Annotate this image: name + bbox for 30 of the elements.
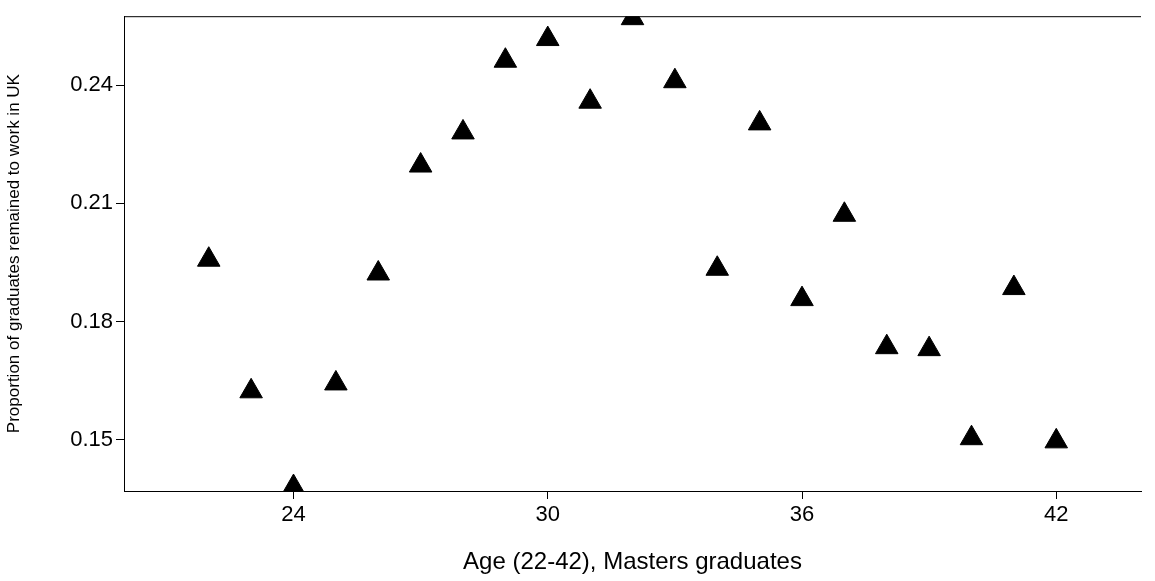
point (959, 424, 984, 446)
point (281, 473, 306, 491)
point (832, 201, 857, 222)
point (451, 118, 475, 140)
x-tick-label: 42 (1044, 501, 1069, 527)
point (874, 333, 899, 355)
point (747, 109, 772, 131)
point (1044, 427, 1069, 449)
point (366, 260, 391, 281)
point (408, 152, 433, 173)
point (493, 47, 518, 68)
y-tick-label: 0.18 (70, 307, 113, 333)
x-axis-title: Age (22-42), Masters graduates (463, 547, 802, 575)
point (917, 335, 941, 357)
y-axis-title: Proportion of graduates remained to work in UK (3, 73, 23, 434)
y-tick-label: 0.24 (70, 71, 113, 97)
point (535, 25, 560, 47)
x-tick-label: 36 (789, 501, 815, 527)
point (705, 255, 730, 276)
y-tick-label: 0.15 (70, 425, 113, 451)
point (196, 246, 221, 267)
point (1002, 274, 1026, 296)
x-tick-label: 24 (281, 501, 306, 527)
point (663, 67, 687, 89)
point (578, 88, 602, 109)
point (239, 377, 263, 399)
x-tick-label: 30 (535, 501, 560, 527)
point (790, 285, 814, 307)
y-tick-label: 0.21 (70, 189, 113, 215)
point (324, 369, 348, 391)
